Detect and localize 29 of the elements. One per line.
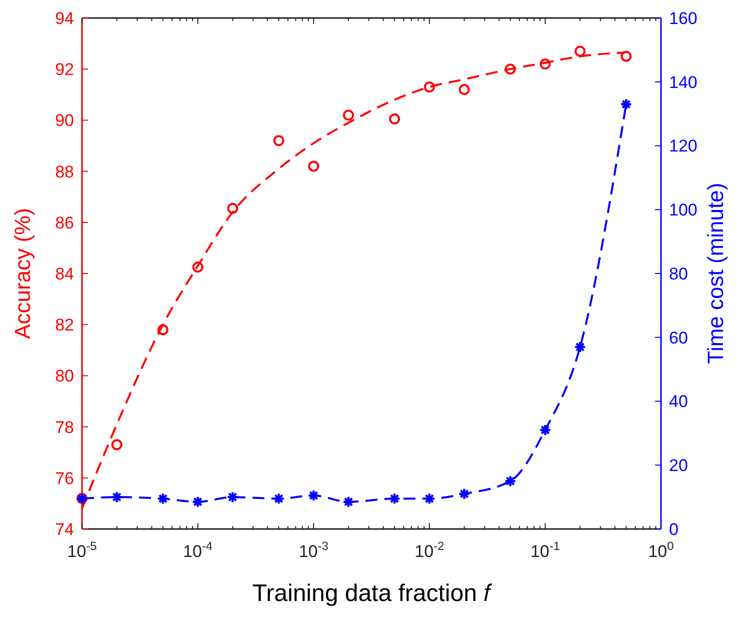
y2-tick-label: 40 [669, 392, 688, 412]
y2-axis-title: Time cost (minute) [703, 182, 728, 364]
x-tick-label: 10$^{-3}$ [298, 539, 329, 561]
y-tick-label: 86 [55, 213, 74, 232]
y2-tick-label: 100 [669, 200, 698, 220]
y2-tick-label: 60 [669, 328, 688, 348]
y-tick-label: 82 [55, 316, 74, 335]
y2-tick-label: 140 [669, 72, 698, 92]
y2-tick-label: 0 [669, 520, 678, 539]
y-tick-label: 88 [55, 162, 74, 182]
y-axis-title: Accuracy (%) [10, 208, 35, 339]
y2-tick-label: 160 [669, 8, 698, 28]
x-tick-label: 10$^{-5}$ [67, 539, 98, 561]
y-tick-label: 94 [55, 8, 74, 28]
y-tick-label: 92 [55, 60, 74, 80]
y-tick-label: 78 [55, 418, 74, 437]
x-tick-label: 10$^{-2}$ [414, 539, 445, 561]
y2-tick-label: 120 [669, 136, 698, 156]
y-tick-label: 74 [55, 520, 74, 539]
y2-tick-label: 20 [669, 456, 688, 476]
y-tick-label: 76 [55, 468, 74, 488]
y2-tick-label: 80 [669, 264, 688, 284]
y-tick-label: 90 [55, 111, 74, 130]
x-axis-title: Training data fraction 𝑓 [252, 580, 493, 607]
x-tick-label: 10$^{0}$ [648, 539, 674, 561]
y-tick-label: 84 [55, 264, 74, 284]
x-tick-label: 10$^{-1}$ [530, 539, 560, 561]
y-tick-label: 80 [55, 366, 74, 386]
x-tick-label: 10$^{-4}$ [183, 539, 213, 561]
